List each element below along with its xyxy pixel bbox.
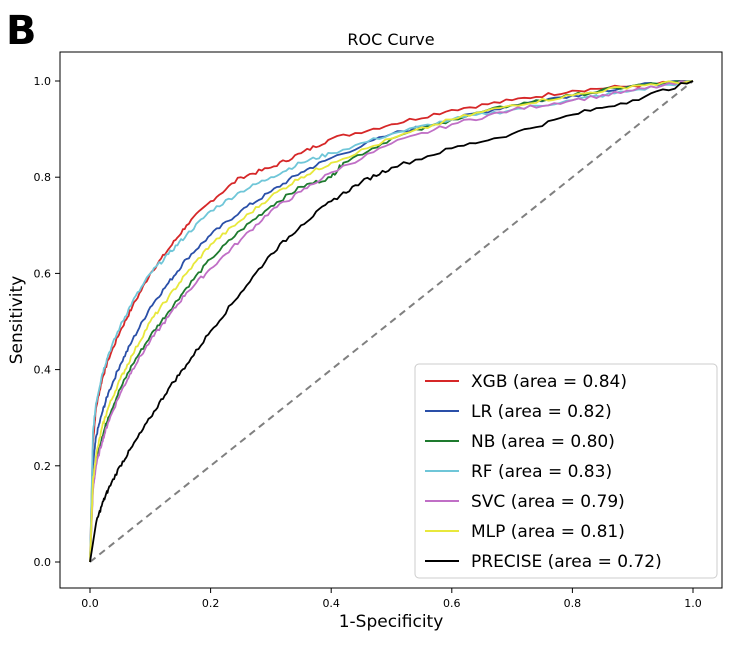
legend: XGB (area = 0.84) LR (area = 0.82) NB (are… (414, 363, 718, 579)
legend-entry: MLP (area = 0.81) (471, 522, 625, 542)
legend-box (414, 363, 718, 579)
y-axis-label: Sensitivity (7, 276, 27, 365)
y-tick-label: 0.8 (34, 171, 52, 184)
series-line-mlp (89, 80, 694, 563)
x-tick-label: 0.6 (443, 597, 461, 610)
series-line-rf (89, 80, 693, 563)
y-tick-label: 0.2 (34, 460, 52, 473)
legend-entry: SVC (area = 0.79) (471, 492, 625, 512)
y-tick-label: 0.4 (34, 364, 52, 377)
y-tick-label: 0.6 (34, 267, 52, 280)
legend-entry: XGB (area = 0.84) (471, 372, 627, 392)
series-line-xgb (89, 80, 693, 563)
plot-area: 0.0 0.2 0.4 0.6 0.8 1.0 0.0 0.2 0.4 0.6 0.8 1.0 (34, 51, 723, 610)
legend-entry: NB (area = 0.80) (471, 432, 615, 452)
y-tick-label: 0.0 (34, 556, 52, 569)
x-tick-label: 1.0 (684, 597, 702, 610)
series-line-svc (89, 80, 694, 563)
chance-diagonal-line (89, 80, 694, 563)
panel-letter: B (6, 8, 37, 54)
chart-title: ROC Curve (347, 30, 434, 49)
series-line-lr (89, 80, 693, 563)
y-tick-label: 1.0 (34, 75, 52, 88)
axes-frame (59, 51, 723, 589)
legend-entry: LR (area = 0.82) (471, 402, 612, 422)
x-tick-label: 0.2 (202, 597, 220, 610)
x-axis-label: 1-Specificity (339, 612, 444, 632)
x-tick-label: 0.0 (81, 597, 99, 610)
legend-entry: PRECISE (area = 0.72) (471, 552, 662, 572)
series-line-precise (89, 80, 694, 563)
legend-entry: RF (area = 0.83) (471, 462, 612, 482)
x-tick-label: 0.8 (564, 597, 582, 610)
x-tick-label: 0.4 (322, 597, 340, 610)
